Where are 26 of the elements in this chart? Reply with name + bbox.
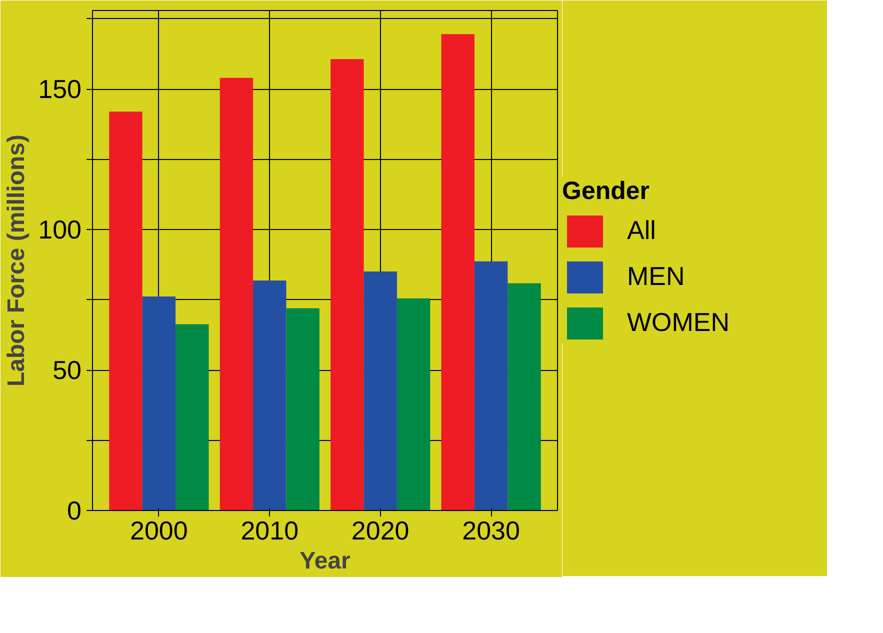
bar	[109, 112, 142, 510]
legend-title: Gender	[562, 176, 651, 206]
bar	[220, 78, 254, 510]
x-axis-title: Year	[300, 548, 350, 574]
x-tick-label: 2010	[240, 516, 299, 546]
legend-label: MEN	[627, 261, 685, 292]
legend-label: All	[627, 215, 656, 246]
bar	[176, 324, 209, 510]
bar	[364, 271, 397, 510]
bar	[330, 59, 364, 510]
bar	[508, 283, 541, 510]
legend-label: WOMEN	[627, 307, 730, 338]
y-axis-title: Labor Force (millions)	[3, 134, 30, 387]
bar	[253, 280, 286, 510]
bar	[396, 298, 430, 510]
bar	[286, 308, 320, 510]
x-tick-label: 2020	[351, 516, 410, 546]
x-tick-label: 2030	[462, 516, 520, 546]
y-tick-label: 50	[52, 355, 82, 386]
bar	[474, 261, 508, 510]
y-tick-label: 150	[38, 74, 82, 104]
bar	[441, 34, 474, 510]
y-tick-label: 0	[67, 496, 82, 526]
x-tick-label: 2000	[130, 516, 188, 546]
bar	[142, 296, 176, 510]
y-tick-label: 100	[38, 214, 82, 245]
